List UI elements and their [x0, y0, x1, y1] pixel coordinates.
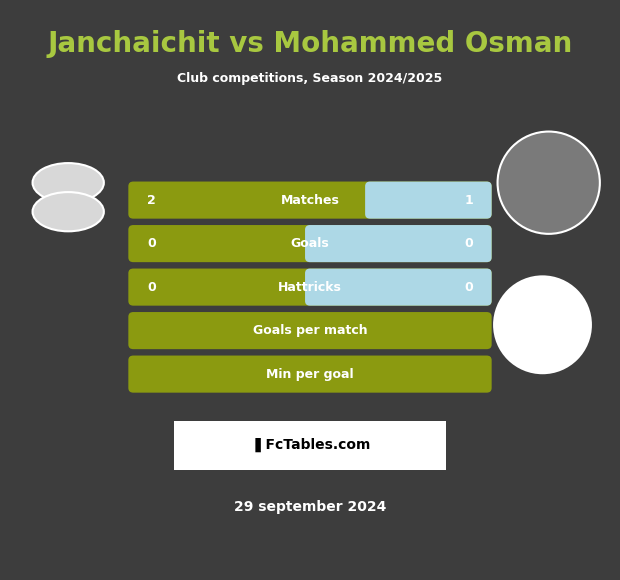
FancyBboxPatch shape [305, 269, 492, 306]
FancyBboxPatch shape [128, 356, 492, 393]
FancyBboxPatch shape [128, 269, 492, 306]
Ellipse shape [33, 192, 104, 231]
Text: Goals per match: Goals per match [253, 324, 367, 337]
Text: 1: 1 [464, 194, 473, 206]
FancyBboxPatch shape [365, 182, 492, 219]
Text: 0: 0 [147, 237, 156, 250]
FancyBboxPatch shape [128, 182, 492, 219]
Text: 2: 2 [147, 194, 156, 206]
Text: Janchaichit vs Mohammed Osman: Janchaichit vs Mohammed Osman [47, 30, 573, 58]
FancyBboxPatch shape [128, 225, 492, 262]
FancyBboxPatch shape [128, 312, 492, 349]
Text: 29 september 2024: 29 september 2024 [234, 501, 386, 514]
Text: 0: 0 [464, 237, 473, 250]
Text: Goals: Goals [291, 237, 329, 250]
FancyBboxPatch shape [305, 225, 492, 262]
FancyBboxPatch shape [174, 420, 446, 470]
Ellipse shape [498, 132, 600, 234]
Text: Min per goal: Min per goal [266, 368, 354, 380]
Ellipse shape [33, 163, 104, 202]
Text: 0: 0 [464, 281, 473, 293]
Text: Matches: Matches [281, 194, 339, 206]
Text: Hattricks: Hattricks [278, 281, 342, 293]
Text: ▐ FcTables.com: ▐ FcTables.com [250, 438, 370, 452]
Text: Club competitions, Season 2024/2025: Club competitions, Season 2024/2025 [177, 72, 443, 85]
Text: 0: 0 [147, 281, 156, 293]
Ellipse shape [495, 277, 590, 373]
